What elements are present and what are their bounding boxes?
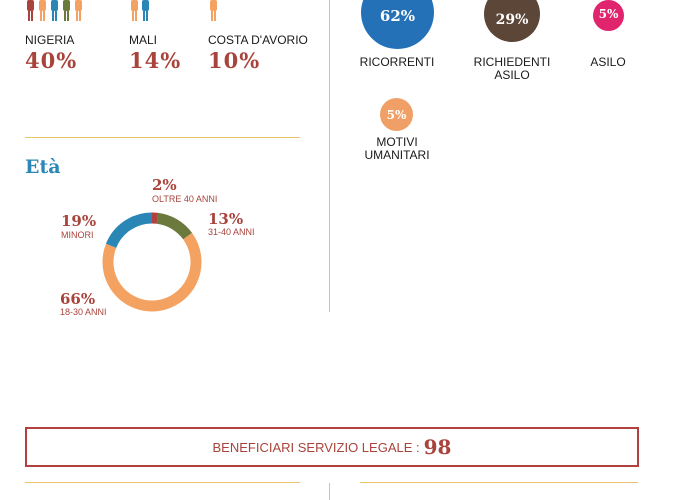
divider-bottom-right xyxy=(360,482,638,483)
age-label-18-30: 18-30 ANNI xyxy=(60,307,107,317)
permit-circle-ricorrenti: 62% xyxy=(361,0,434,49)
country-pct-nigeria: 40% xyxy=(25,48,78,73)
person-icon xyxy=(210,0,217,21)
divider-vertical xyxy=(329,0,330,312)
people-icon-group-costa-davorio xyxy=(210,0,217,21)
age-pct-minori: 19% xyxy=(61,212,97,230)
permit-pct-motivi-umanitari: 5% xyxy=(386,107,407,122)
age-title: Età xyxy=(25,156,61,178)
permit-pct-richiedenti-asilo: 29% xyxy=(495,12,529,28)
country-name-mali: MALI xyxy=(129,33,158,47)
person-icon xyxy=(39,0,46,21)
age-pct-31-40: 13% xyxy=(208,210,244,228)
age-donut-chart xyxy=(102,212,202,312)
country-name-nigeria: NIGERIA xyxy=(25,33,75,47)
age-label-31-40: 31-40 ANNI xyxy=(208,227,255,237)
permit-label-motivi-umanitari: MOTIVI UMANITARI xyxy=(364,135,430,162)
country-name-costa-davorio: COSTA D'AVORIO xyxy=(208,33,308,47)
permit-label-richiedenti-asilo: RICHIEDENTI ASILO xyxy=(473,55,551,82)
age-pct-18-30: 66% xyxy=(60,290,96,308)
age-label-minori: MINORI xyxy=(61,230,94,240)
nationality-section: NIGERIA 40% MALI 14% COSTA D'AVORIO 10% xyxy=(25,0,325,80)
people-icon-group-nigeria xyxy=(27,0,82,21)
person-icon xyxy=(51,0,58,21)
permit-label-ricorrenti: RICORRENTI xyxy=(359,55,435,69)
country-pct-mali: 14% xyxy=(129,48,182,73)
person-icon xyxy=(63,0,70,21)
permit-circle-asilo: 5% xyxy=(593,0,624,31)
permit-circle-richiedenti-asilo: 29% xyxy=(484,0,540,42)
people-icon-group-mali xyxy=(131,0,149,21)
permit-circle-motivi-umanitari: 5% xyxy=(380,98,413,131)
divider-bottom-left xyxy=(25,482,300,483)
person-icon xyxy=(131,0,138,21)
divider-left xyxy=(25,137,300,138)
person-icon xyxy=(75,0,82,21)
age-label-oltre-40: OLTRE 40 ANNI xyxy=(152,194,218,204)
age-pct-oltre-40: 2% xyxy=(152,176,177,194)
legal-services-box: BENEFICIARI SERVIZIO LEGALE : 98 xyxy=(25,427,639,467)
permit-label-asilo: ASILO xyxy=(590,55,626,69)
person-icon xyxy=(142,0,149,21)
donut-segment-31-40-anni xyxy=(156,212,193,240)
legal-services-label: BENEFICIARI SERVIZIO LEGALE : xyxy=(212,439,420,455)
divider-vertical-bottom xyxy=(329,483,330,500)
permit-pct-asilo: 5% xyxy=(598,6,619,21)
country-pct-costa-davorio: 10% xyxy=(208,48,261,73)
legal-services-value: 98 xyxy=(423,435,452,459)
permit-pct-ricorrenti: 62% xyxy=(379,6,416,25)
person-icon xyxy=(27,0,34,21)
donut-segment-minori xyxy=(105,212,153,249)
donut-segment-18-30-anni xyxy=(102,232,202,312)
